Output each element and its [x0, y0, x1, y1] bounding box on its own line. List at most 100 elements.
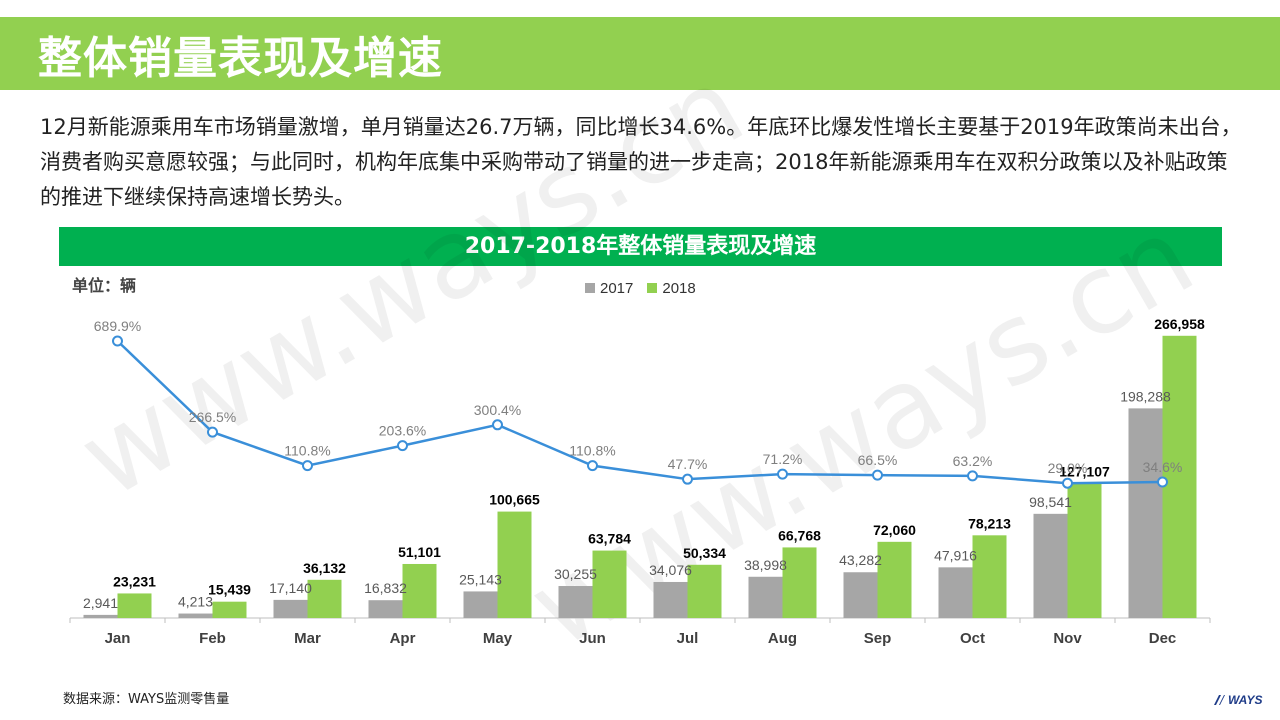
data-label-2017: 4,213: [178, 594, 213, 610]
chart-legend: 2017 2018: [585, 279, 710, 297]
bar-2017-dec: [1128, 408, 1163, 618]
growth-line: [116, 340, 1163, 485]
bar-2018-feb: [212, 601, 247, 618]
page-title: 整体销量表现及增速: [38, 33, 443, 84]
growth-label: 266.5%: [189, 409, 236, 425]
bar-2018-apr: [402, 563, 437, 618]
bar-2017-oct: [938, 567, 973, 618]
legend-swatch-2018: [647, 283, 658, 293]
legend-item-2018: 2018: [647, 279, 696, 297]
logo-icon: [1214, 695, 1225, 705]
data-label-2017: 198,288: [1120, 388, 1171, 404]
bar-2018-sep: [877, 541, 912, 618]
data-label-2017: 47,916: [934, 547, 977, 563]
bar-2018-dec: [1162, 335, 1197, 618]
bar-2017-aug: [748, 576, 783, 618]
bar-2018-nov: [1067, 483, 1102, 618]
data-label-2018: 36,132: [303, 560, 346, 576]
x-tick-label: May: [483, 630, 513, 647]
ways-logo: WAYS: [1212, 690, 1262, 710]
logo-text: WAYS: [1228, 693, 1263, 707]
bar-2018-oct: [972, 535, 1007, 618]
growth-label: 203.6%: [379, 423, 426, 439]
growth-point: [1062, 477, 1073, 489]
x-tick-label: Feb: [199, 630, 226, 647]
x-tick-label: Aug: [768, 630, 797, 647]
x-tick-label: Mar: [294, 630, 321, 647]
data-label-2017: 2,941: [83, 595, 118, 611]
bar-2017-jan: [83, 614, 118, 618]
data-label-2018: 63,784: [588, 531, 631, 547]
bar-2018-jun: [592, 550, 627, 618]
growth-label: 63.2%: [953, 453, 993, 469]
data-label-2018: 50,334: [683, 545, 726, 561]
x-tick-label: Nov: [1053, 630, 1082, 647]
growth-label: 29.0%: [1048, 460, 1088, 476]
data-label-2018: 23,231: [113, 573, 156, 589]
growth-point: [872, 469, 883, 481]
growth-label: 689.9%: [94, 318, 141, 334]
growth-point: [967, 470, 978, 482]
growth-label: 110.8%: [569, 443, 615, 459]
growth-label: 34.6%: [1143, 459, 1183, 475]
x-tick-label: Oct: [960, 630, 985, 647]
intro-paragraph: 12月新能源乘用车市场销量激增，单月销量达26.7万辆，同比增长34.6%。年底…: [40, 115, 1242, 209]
growth-label: 71.2%: [763, 451, 803, 467]
growth-point: [682, 473, 693, 485]
chart-header: 2017-2018年整体销量表现及增速: [59, 227, 1222, 266]
data-label-2018: 15,439: [208, 582, 251, 598]
data-label-2017: 17,140: [269, 580, 312, 596]
data-label-2018: 266,958: [1154, 316, 1205, 332]
growth-point: [112, 335, 123, 347]
x-tick-label: Sep: [864, 630, 892, 647]
data-label-2017: 38,998: [744, 557, 787, 573]
data-label-2017: 98,541: [1029, 494, 1072, 510]
data-label-2018: 66,768: [778, 527, 821, 543]
growth-point: [207, 426, 218, 438]
bar-2017-may: [463, 591, 498, 618]
data-label-2018: 100,665: [489, 492, 540, 508]
data-label-2018: 72,060: [873, 522, 916, 538]
growth-label: 110.8%: [284, 443, 330, 459]
bar-2017-mar: [273, 599, 308, 618]
bar-2018-jul: [687, 564, 722, 618]
chart-title: 2017-2018年整体销量表现及增速: [464, 234, 817, 259]
unit-label: 单位：辆: [72, 276, 137, 295]
x-tick-label: Dec: [1149, 630, 1177, 647]
legend-label-2018: 2018: [662, 279, 696, 297]
growth-point: [492, 419, 503, 431]
bar-2018-mar: [307, 579, 342, 618]
bar-2017-apr: [368, 600, 403, 618]
x-tick-label: Jan: [105, 630, 131, 647]
data-label-2018: 127,107: [1059, 464, 1110, 480]
growth-label: 300.4%: [474, 402, 521, 418]
growth-point: [1157, 476, 1168, 488]
bar-2017-nov: [1033, 513, 1068, 618]
bar-2018-may: [497, 511, 532, 618]
data-label-2018: 78,213: [968, 515, 1011, 531]
growth-point: [587, 460, 598, 472]
growth-point: [302, 460, 313, 472]
bar-2018-aug: [782, 547, 817, 618]
growth-label: 66.5%: [858, 452, 898, 468]
data-label-2017: 43,282: [839, 552, 882, 568]
legend-label-2017: 2017: [600, 279, 634, 297]
data-label-2017: 34,076: [649, 562, 692, 578]
growth-label: 47.7%: [668, 456, 708, 472]
bar-2017-jun: [558, 586, 593, 618]
x-tick-label: Jun: [579, 630, 606, 647]
growth-point: [397, 440, 408, 452]
bar-2017-sep: [843, 572, 878, 618]
data-label-2017: 25,143: [459, 571, 502, 587]
growth-point: [777, 468, 788, 480]
data-label-2017: 30,255: [554, 566, 597, 582]
x-tick-label: Apr: [390, 630, 416, 647]
x-tick-label: Jul: [677, 630, 699, 647]
legend-item-2017: 2017: [585, 280, 633, 297]
bar-2017-jul: [653, 581, 688, 618]
data-label-2017: 16,832: [364, 580, 407, 596]
bar-2017-feb: [178, 613, 213, 618]
bar-2018-jan: [117, 593, 152, 618]
data-source: 数据来源：WAYS监测零售量: [63, 692, 230, 707]
